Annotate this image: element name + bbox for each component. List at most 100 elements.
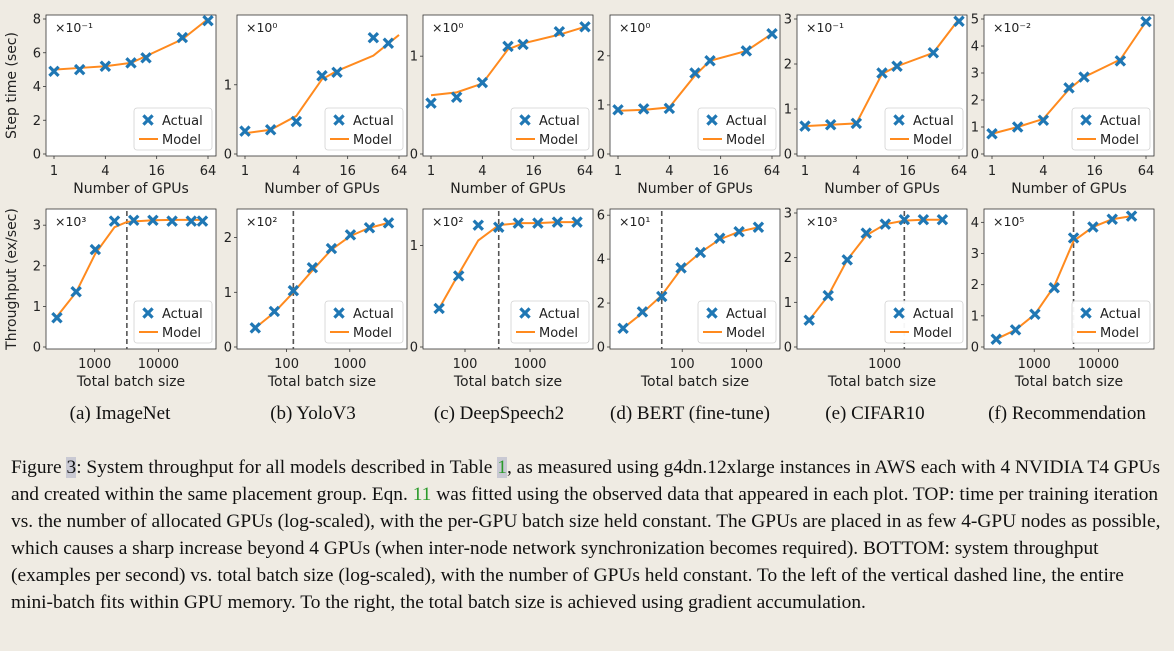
- panel-bottom-4-actual-point: [879, 218, 892, 230]
- panel-top-0-ytick-label: 0: [33, 148, 41, 163]
- panel-bottom-1-actual-point: [306, 261, 319, 274]
- panel-bottom-5-actual-point: [1125, 210, 1138, 222]
- panel-bottom-1-actual-point: [268, 305, 281, 318]
- panel-bottom-3-actual-point-stroke: [694, 246, 707, 259]
- panel-bottom-3-ytick-label: 2: [597, 297, 605, 312]
- caption-eqn-ref[interactable]: 11: [412, 484, 432, 505]
- panel-bottom-5-actual-point: [1009, 324, 1022, 336]
- panel-bottom-2-actual-point: [492, 221, 505, 233]
- panel-bottom-5-legend-actual-marker: [1080, 307, 1092, 319]
- panel-bottom-2-actual-point: [532, 217, 544, 229]
- panel-top-5-actual-point-stroke: [1011, 121, 1024, 133]
- panel-top-2-actual-point: [517, 38, 529, 51]
- panel-top-4-actual-point-stroke: [799, 120, 811, 132]
- panel-top-0-actual-point-stroke: [176, 31, 189, 44]
- panel-top-1-actual-point-stroke: [264, 124, 277, 136]
- panel-top-0-xtick-label: 4: [101, 164, 109, 179]
- panel-top-2-actual-point-stroke: [553, 25, 566, 38]
- panel-bottom-0-legend-model-label: Model: [162, 326, 201, 341]
- panel-top-0-actual-point: [176, 31, 189, 44]
- panel-bottom-2-actual-point-stroke: [532, 217, 544, 229]
- panel-bottom-2-legend-actual-marker-stroke: [519, 307, 531, 319]
- panel-bottom-4-actual-point-stroke: [803, 314, 815, 326]
- panel-top-3-actual-point: [663, 102, 676, 115]
- panel-top-4-legend-actual-label: Actual: [913, 114, 954, 129]
- panel-top-0-actual-point: [48, 65, 60, 78]
- panel-top-1-actual-point: [331, 66, 343, 79]
- panel-top-0-actual-point: [202, 14, 214, 27]
- panel-top-5-ytick-label: 5: [971, 13, 979, 28]
- panel-bottom-0-actual-point-stroke: [147, 214, 159, 227]
- panel-bottom-0-ytick-label: 0: [33, 341, 41, 356]
- panel-top-4-actual-point: [876, 67, 888, 79]
- panel-bottom-4-actual-point-stroke: [936, 213, 949, 226]
- panel-bottom-3-actual-point-stroke: [675, 262, 687, 274]
- panel-bottom-3-actual-point: [752, 221, 765, 234]
- panel-top-1-legend-actual-label: Actual: [353, 114, 394, 129]
- panel-bottom-0-xlabel: Total batch size: [76, 374, 185, 390]
- panel-bottom-4-ytick-label: 3: [784, 207, 792, 222]
- panel-bottom-0-actual-point-stroke: [196, 215, 209, 227]
- panel-top-1-actual-point-stroke: [331, 66, 343, 79]
- panel-bottom-2-ytick-label: 1: [410, 239, 418, 254]
- panel-top-4-xlabel: Number of GPUs: [824, 181, 939, 197]
- panel-top-2-xtick-label: 16: [525, 164, 542, 179]
- panel-bottom-4-actual-point: [822, 289, 834, 302]
- panel-top-0-xtick-label: 16: [148, 164, 165, 179]
- panel-top-1-ytick-label: 0: [224, 148, 232, 163]
- panel-top-3-legend-model-label: Model: [726, 133, 765, 148]
- panel-top-1-actual-point: [367, 31, 380, 44]
- panel-bottom-3-actual-point-stroke: [656, 290, 668, 303]
- panel-bottom-4-ytick-label: 0: [784, 341, 792, 356]
- panel-bottom-2-xtick-label: 100: [453, 357, 478, 372]
- panel-top-3-legend-actual-label: Actual: [726, 114, 767, 129]
- panel-top-4-xtick-label: 1: [801, 164, 809, 179]
- subcaption-e: (e) CIFAR10: [825, 403, 925, 424]
- panel-top-4-actual-point: [891, 60, 903, 72]
- caption-figure-ref[interactable]: 3: [66, 457, 77, 478]
- panel-bottom-4-actual-point-stroke: [860, 227, 872, 239]
- panel-bottom-5-ytick-label: 2: [971, 278, 979, 293]
- panel-top-4-ytick-label: 3: [784, 13, 792, 28]
- panel-top-3-multiplier: ×10⁰: [619, 20, 650, 35]
- caption-text-1: : System throughput for all models descr…: [76, 457, 498, 478]
- panel-top-2-ytick-label: 0: [410, 148, 418, 163]
- panel-bottom-0-legend-actual-marker-stroke: [142, 307, 154, 319]
- panel-bottom-4-ytick-label: 1: [784, 296, 792, 311]
- panel-top-5-ytick-label: 0: [971, 148, 979, 163]
- panel-top-1-actual-point-stroke: [367, 31, 380, 44]
- panel-bottom-5-ytick-label: 4: [971, 216, 979, 231]
- panel-bottom-3-xtick-label: 1000: [730, 357, 763, 372]
- panel-bottom-1-actual-point-stroke: [382, 217, 395, 229]
- panel-bottom-0-actual-point: [51, 312, 63, 324]
- panel-top-4-actual-point-stroke: [953, 15, 965, 27]
- panel-top-4-actual-point-stroke: [850, 117, 863, 130]
- panel-top-4-actual-point-stroke: [891, 60, 903, 72]
- subcaption-d: (d) BERT (fine-tune): [610, 403, 770, 424]
- panel-top-3-actual-point-stroke: [704, 54, 716, 67]
- panel-bottom-4-ytick-label: 2: [784, 251, 792, 266]
- panel-top-2-actual-point-stroke: [450, 91, 463, 103]
- panel-bottom-5-ytick-label: 0: [971, 341, 979, 356]
- panel-top-2-actual-point-stroke: [517, 38, 529, 51]
- panel-bottom-3-actual-point-stroke: [636, 306, 649, 318]
- panel-top-5-xtick-label: 64: [1138, 164, 1155, 179]
- panel-bottom-0-actual-point-stroke: [127, 214, 140, 227]
- panel-bottom-1-ytick-label: 0: [224, 341, 232, 356]
- panel-bottom-4-legend-model-label: Model: [913, 326, 952, 341]
- panel-bottom-2-actual-point-stroke: [452, 270, 465, 282]
- panel-top-1-multiplier: ×10⁰: [246, 20, 277, 35]
- panel-bottom-3-actual-point: [617, 322, 629, 335]
- panel-bottom-3-ytick-label: 6: [597, 209, 605, 224]
- panel-top-3-actual-point-stroke: [766, 27, 778, 40]
- panel-top-4-actual-point-stroke: [927, 47, 940, 59]
- panel-top-0-actual-point-stroke: [140, 52, 152, 64]
- panel-top-0-legend-model-label: Model: [162, 133, 201, 148]
- panel-bottom-4-actual-point: [898, 213, 911, 226]
- panel-top-0-xlabel: Number of GPUs: [73, 181, 188, 197]
- caption-table-ref[interactable]: 1: [497, 457, 507, 478]
- panel-bottom-5-actual-point-stroke: [1048, 282, 1060, 294]
- panel-bottom-0-ytick-label: 1: [33, 300, 41, 315]
- panel-bottom-4-legend-actual-marker-stroke: [893, 307, 905, 319]
- panel-bottom-5-xtick-label: 1000: [1018, 357, 1051, 372]
